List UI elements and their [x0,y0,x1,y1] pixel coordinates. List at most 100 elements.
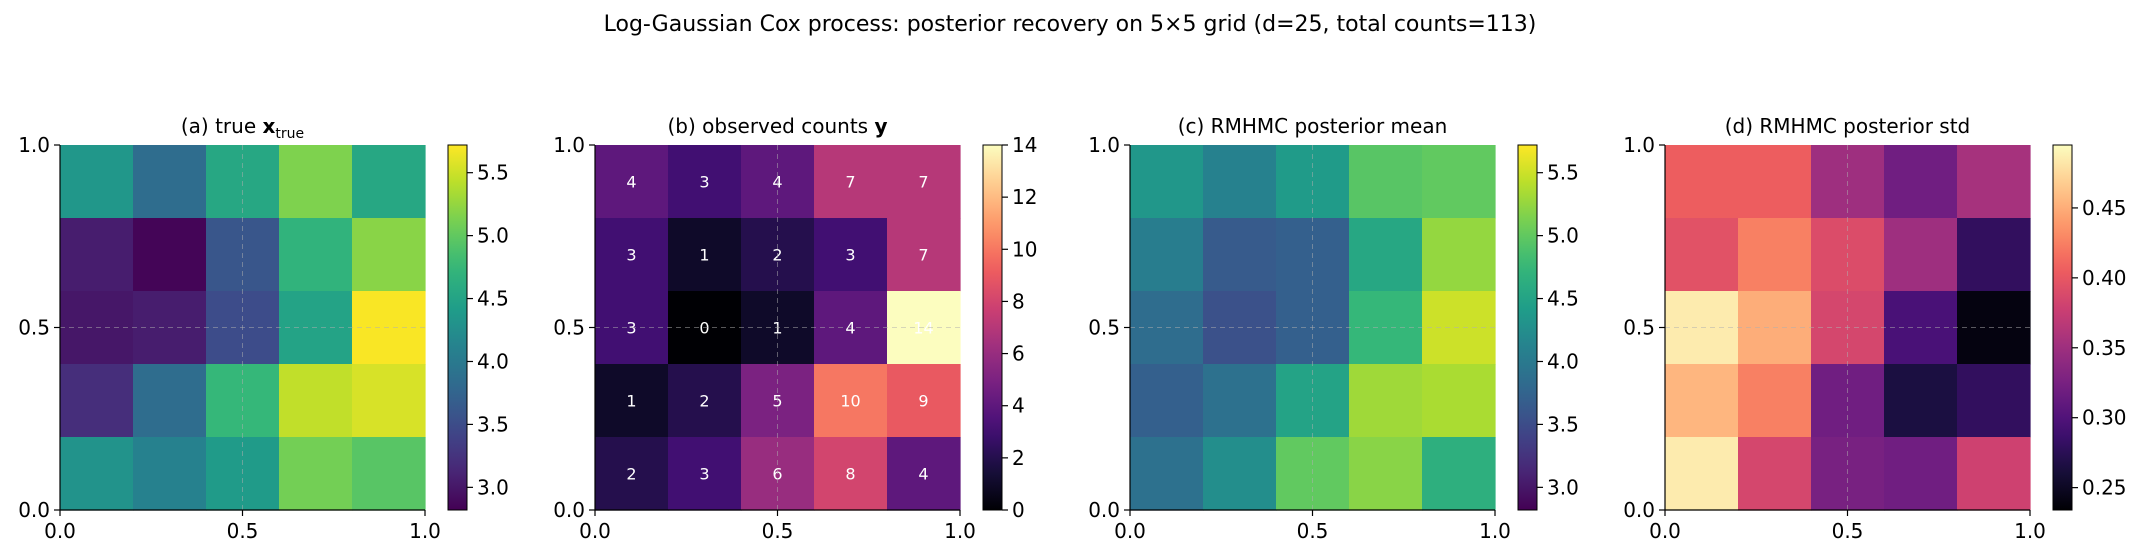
heatmap-cell [1665,437,1739,511]
colorbar-tick-label: 0 [1012,498,1025,522]
y-tick-label: 0.5 [553,316,585,340]
heatmap-cell [1349,364,1423,438]
colorbar-tick-label: 4.0 [477,349,509,373]
heatmap-cell [668,364,742,438]
heatmap-cell [595,218,669,292]
heatmap-cell [668,437,742,511]
colorbar [447,144,468,511]
cell-label: 2 [699,392,709,411]
colorbar-tick-label: 12 [1012,185,1037,209]
colorbar-tick-label: 0.45 [2082,196,2127,220]
heatmap-cell [279,364,353,438]
cell-label: 3 [699,173,709,192]
y-tick-label: 1.0 [18,133,50,157]
colorbar-tick-label: 0.25 [2082,476,2127,500]
y-tick-label: 1.0 [1623,133,1655,157]
heatmap-cell [668,145,742,219]
heatmap-cell [1884,218,1958,292]
heatmap-panel: 0.0 0.5 1.0 0.0 0.5 1.0 (c) RMHMC posterior me… [1088,114,1579,543]
heatmap-cell [60,437,134,511]
y-tick-label: 0.0 [1088,498,1120,522]
heatmap-cell [1130,218,1204,292]
cell-label: 3 [699,465,709,484]
heatmap-cell [1884,437,1958,511]
cell-label: 3 [626,246,636,265]
panel-title: (a) true xtrue [181,114,304,142]
cell-label: 7 [918,246,928,265]
cell-label: 10 [840,392,860,411]
heatmap-cell [1738,364,1812,438]
heatmap-panel: 4347731237301414125109236840.00.51.00.00… [553,114,1037,543]
cell-label: 1 [626,392,636,411]
heatmap-cell [814,145,888,219]
colorbar [2052,144,2073,511]
heatmap-panel: 0.0 0.5 1.0 0.0 0.5 1.0 (a) true xtrue 3.0 3.5 4.… [18,114,509,543]
colorbar-tick-label: 5.5 [1547,161,1579,185]
heatmap-cell [887,145,961,219]
panel-title: (c) RMHMC posterior mean [1178,114,1448,138]
colorbar-tick-label: 8 [1012,289,1025,313]
cell-label: 9 [918,392,928,411]
heatmap-cell [1349,218,1423,292]
x-tick-label: 1.0 [944,519,976,543]
heatmap-cell [279,218,353,292]
heatmap-cell [1957,218,2031,292]
heatmap-cell [595,437,669,511]
x-tick-label: 0.5 [762,519,794,543]
heatmap-cell [1349,145,1423,219]
heatmap-cell [1957,437,2031,511]
heatmap-cell [595,145,669,219]
x-tick-label: 0.0 [1649,519,1681,543]
heatmap-cell [352,218,426,292]
heatmap-cell [1203,364,1277,438]
heatmap-cell [133,437,207,511]
heatmap-cell [60,364,134,438]
x-tick-label: 0.5 [1297,519,1329,543]
heatmap-cell [595,364,669,438]
heatmap-cell [814,218,888,292]
cell-label: 4 [918,465,928,484]
heatmap-cell [668,218,742,292]
colorbar-tick-label: 10 [1012,237,1037,261]
colorbar-tick-label: 5.0 [477,224,509,248]
colorbar-tick-label: 4 [1012,394,1025,418]
heatmap-cell [352,364,426,438]
colorbar [982,144,1003,511]
x-tick-label: 1.0 [2014,519,2046,543]
heatmap-cell [279,145,353,219]
heatmap-cell [1738,437,1812,511]
cell-label: 2 [626,465,636,484]
x-tick-label: 0.5 [1832,519,1864,543]
colorbar-tick-label: 6 [1012,342,1025,366]
cell-label: 8 [845,465,855,484]
heatmap-cell [1203,437,1277,511]
heatmap-cell [1349,437,1423,511]
heatmap-cell [1422,145,1496,219]
heatmap-cell [814,437,888,511]
heatmap-cell [1130,437,1204,511]
panel-title: (b) observed counts y [668,114,888,138]
heatmap-cell [133,218,207,292]
heatmap-cell [1665,218,1739,292]
heatmap-cell [352,437,426,511]
y-tick-label: 0.5 [1088,316,1120,340]
y-tick-label: 0.5 [18,316,50,340]
heatmap-cell [1957,145,2031,219]
heatmap-cell [1957,364,2031,438]
heatmap-cell [887,437,961,511]
colorbar-tick-label: 5.5 [477,161,509,185]
heatmap-cell [352,145,426,219]
heatmap-cell [1422,218,1496,292]
heatmap-panel: 0.0 0.5 1.0 0.0 0.5 1.0 (d) RMHMC posterior st… [1623,114,2126,543]
colorbar-tick-label: 4.0 [1547,349,1579,373]
heatmap-cell [1422,364,1496,438]
y-tick-label: 1.0 [1088,133,1120,157]
colorbar-tick-label: 4.5 [1547,287,1579,311]
colorbar-tick-label: 5.0 [1547,224,1579,248]
heatmap-cell [1738,145,1812,219]
heatmap-cell [1422,437,1496,511]
heatmap-cell [1130,364,1204,438]
heatmap-cell [279,437,353,511]
panel-title: (d) RMHMC posterior std [1725,114,1970,138]
colorbar-tick-label: 3.5 [1547,412,1579,436]
